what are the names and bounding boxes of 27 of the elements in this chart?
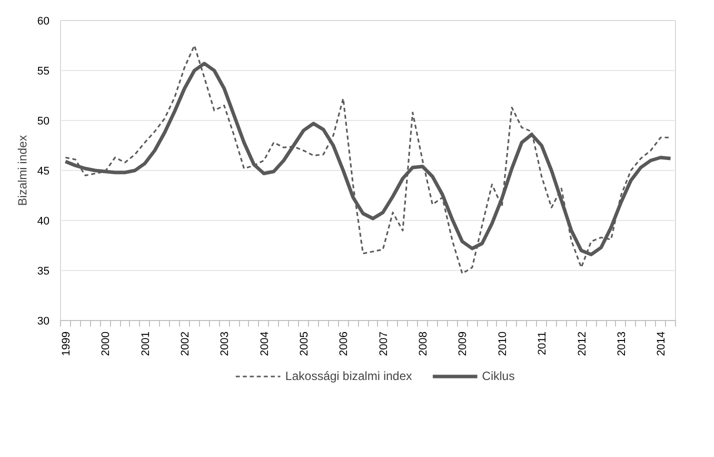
x-tick-label: 2007: [378, 331, 390, 356]
y-tick-label: 35: [37, 266, 50, 278]
y-tick-label: 60: [37, 16, 50, 28]
y-tick-label: 40: [37, 216, 50, 228]
x-tick-label: 2010: [496, 331, 509, 356]
x-tick-label: 2004: [258, 331, 271, 356]
y-tick-label: 45: [37, 166, 50, 178]
x-tick-label: 1999: [60, 331, 72, 356]
x-tick-label: 2012: [576, 331, 588, 356]
x-tick-label: 2006: [338, 331, 350, 356]
x-tick-label: 2001: [140, 331, 152, 356]
x-tick-label: 2002: [179, 331, 192, 356]
x-tick-label: 2014: [656, 331, 668, 356]
y-tick-label: 55: [37, 66, 50, 78]
x-tick-label: 2008: [418, 331, 430, 356]
x-tick-label: 2005: [298, 331, 311, 356]
x-tick-label: 2000: [100, 331, 112, 356]
x-tick-label: 2003: [219, 331, 232, 356]
x-tick-label: 2013: [616, 331, 628, 356]
y-tick-label: 30: [37, 316, 50, 328]
y-tick-label: 50: [37, 116, 50, 128]
legend-label: Lakossági bizalmi index: [285, 369, 412, 383]
x-tick-label: 2011: [536, 332, 549, 356]
line-series: [64, 44, 672, 274]
y-axis-title: Bizalmi index: [15, 135, 30, 206]
legend-label: Ciklus: [482, 369, 515, 383]
x-tick-label: 2009: [457, 331, 470, 356]
